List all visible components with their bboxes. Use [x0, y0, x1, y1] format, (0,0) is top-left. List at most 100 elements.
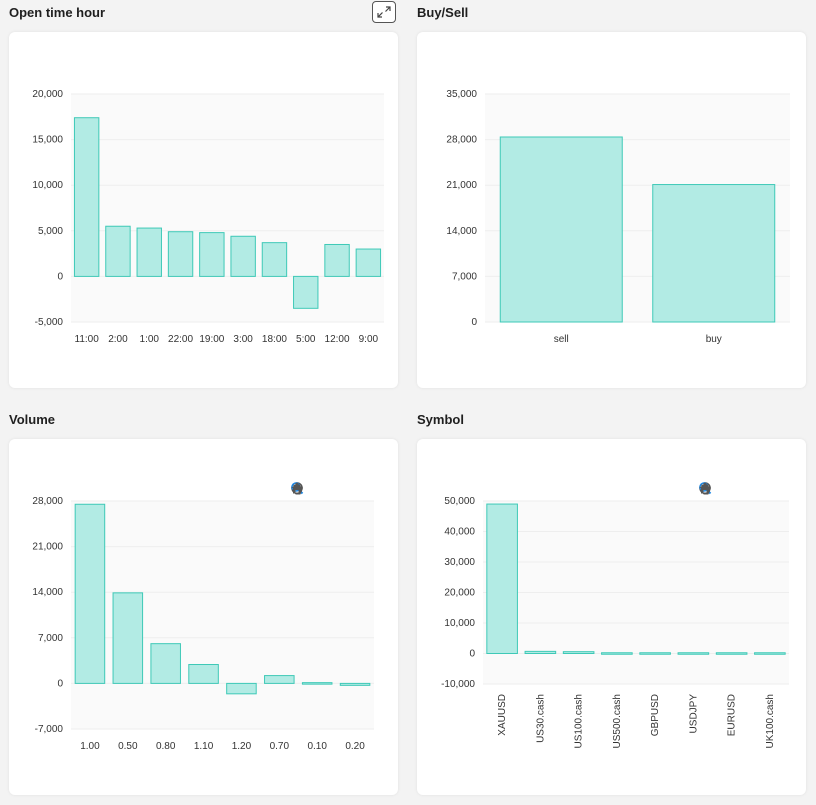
x-tick-label: 12:00 [325, 334, 350, 345]
y-tick-label: -7,000 [35, 724, 64, 735]
title-open-time-hour: Open time hour [9, 5, 106, 20]
title-symbol: Symbol [417, 412, 464, 427]
y-tick-label: 50,000 [444, 496, 475, 507]
x-tick-label: 11:00 [75, 334, 100, 345]
y-tick-label: 0 [471, 317, 477, 328]
x-tick-label: 1.00 [80, 741, 100, 752]
x-tick-label: US100.cash [574, 694, 585, 748]
x-tick-label: 3:00 [233, 334, 253, 345]
bar[interactable] [601, 652, 633, 655]
bar[interactable] [230, 235, 256, 277]
y-tick-label: 10,000 [32, 180, 63, 191]
x-tick-label: 0.20 [345, 741, 365, 752]
home-icon [291, 482, 303, 494]
y-tick-label: -5,000 [35, 317, 64, 328]
x-tick-label: 9:00 [359, 334, 379, 345]
bar[interactable] [339, 682, 371, 686]
x-tick-label: buy [706, 334, 722, 345]
bar[interactable] [188, 664, 219, 684]
bar[interactable] [264, 675, 295, 684]
x-tick-label: 5:00 [296, 334, 316, 345]
bar[interactable] [301, 682, 333, 685]
chart-symbol: -10,000 0 10,000 20,000 30,000 40,000 50,000 XA… [441, 496, 789, 748]
bar[interactable] [499, 136, 623, 323]
bar[interactable] [261, 242, 288, 277]
x-tick-label: 2:00 [108, 334, 128, 345]
y-tick-label: 35,000 [446, 89, 477, 100]
x-tick-label: XAUUSD [497, 694, 508, 736]
x-tick-label: 19:00 [199, 334, 224, 345]
bar[interactable] [486, 503, 518, 654]
bar[interactable] [652, 184, 776, 323]
card-symbol: -10,000 0 10,000 20,000 30,000 40,000 50,000 XA… [417, 439, 806, 795]
bar[interactable] [226, 682, 257, 695]
x-tick-label: 1.10 [194, 741, 214, 752]
title-buy-sell: Buy/Sell [417, 5, 469, 20]
home-icon [699, 482, 711, 494]
y-tick-label: 5,000 [38, 226, 63, 237]
x-tick-label: sell [554, 334, 569, 345]
chart-open-time-hour: -5,000 0 5,000 10,000 15,000 20,000 11:00 2:00 1… [32, 89, 384, 345]
bar[interactable] [74, 503, 106, 684]
y-tick-label: 0 [57, 678, 63, 689]
x-tick-label: 0.50 [118, 741, 138, 752]
bar[interactable] [150, 643, 181, 684]
x-tick-label: 18:00 [262, 334, 287, 345]
home-button[interactable] [699, 481, 781, 495]
symbol-chart-toolbar [698, 481, 781, 495]
y-tick-label: 0 [57, 271, 63, 282]
x-tick-label: GBPUSD [650, 694, 661, 736]
x-tick-label: 0.70 [270, 741, 290, 752]
bar[interactable] [105, 225, 131, 277]
x-tick-label: UK100.cash [765, 694, 776, 748]
home-button[interactable] [291, 481, 373, 495]
bar[interactable] [293, 275, 319, 309]
y-tick-label: 20,000 [32, 89, 63, 100]
bar[interactable] [112, 592, 144, 684]
x-tick-label: USDJPY [688, 694, 699, 734]
y-tick-label: 15,000 [32, 135, 63, 146]
bar[interactable] [324, 243, 350, 277]
card-volume: -7,000 0 7,000 14,000 21,000 28,000 1.00 0.50 0.… [9, 439, 398, 795]
card-open-time-hour: -5,000 0 5,000 10,000 15,000 20,000 11:00 2:00 1… [9, 32, 398, 388]
expand-icon [377, 6, 391, 18]
bar[interactable] [73, 117, 100, 277]
y-tick-label: 14,000 [446, 226, 477, 237]
chart-buy-sell: 0 7,000 14,000 21,000 28,000 35,000 sell buy [446, 89, 790, 345]
y-tick-label: 21,000 [32, 542, 63, 553]
title-volume: Volume [9, 412, 55, 427]
x-tick-label: US30.cash [535, 694, 546, 743]
volume-chart-toolbar [290, 481, 373, 495]
bar[interactable] [562, 651, 595, 654]
bar[interactable] [355, 248, 382, 277]
bar[interactable] [167, 231, 194, 277]
card-buy-sell: 0 7,000 14,000 21,000 28,000 35,000 sell buy [417, 32, 806, 388]
y-tick-label: 30,000 [444, 557, 475, 568]
bar[interactable] [136, 227, 162, 277]
y-tick-label: 28,000 [32, 496, 63, 507]
x-tick-label: 1.20 [232, 741, 252, 752]
expand-button[interactable] [372, 1, 396, 23]
bar[interactable] [715, 652, 748, 655]
bar[interactable] [677, 652, 710, 655]
x-tick-label: 0.80 [156, 741, 176, 752]
y-tick-label: 40,000 [444, 527, 475, 538]
y-tick-label: 10,000 [444, 618, 475, 629]
bar[interactable] [524, 650, 557, 655]
y-tick-label: 7,000 [38, 633, 63, 644]
y-tick-label: 7,000 [452, 271, 477, 282]
y-tick-label: 14,000 [32, 587, 63, 598]
y-tick-label: 21,000 [446, 180, 477, 191]
bar[interactable] [754, 652, 786, 655]
plot-area [71, 94, 384, 322]
x-tick-label: EURUSD [727, 694, 738, 736]
x-tick-label: US500.cash [612, 694, 623, 748]
x-tick-label: 1:00 [140, 334, 160, 345]
chart-volume: -7,000 0 7,000 14,000 21,000 28,000 1.00 0.50 0.… [32, 496, 374, 752]
bar[interactable] [199, 232, 225, 277]
y-tick-label: -10,000 [441, 679, 475, 690]
y-tick-label: 28,000 [446, 135, 477, 146]
y-tick-label: 20,000 [444, 588, 475, 599]
x-tick-label: 0.10 [307, 741, 327, 752]
bar[interactable] [639, 652, 671, 655]
